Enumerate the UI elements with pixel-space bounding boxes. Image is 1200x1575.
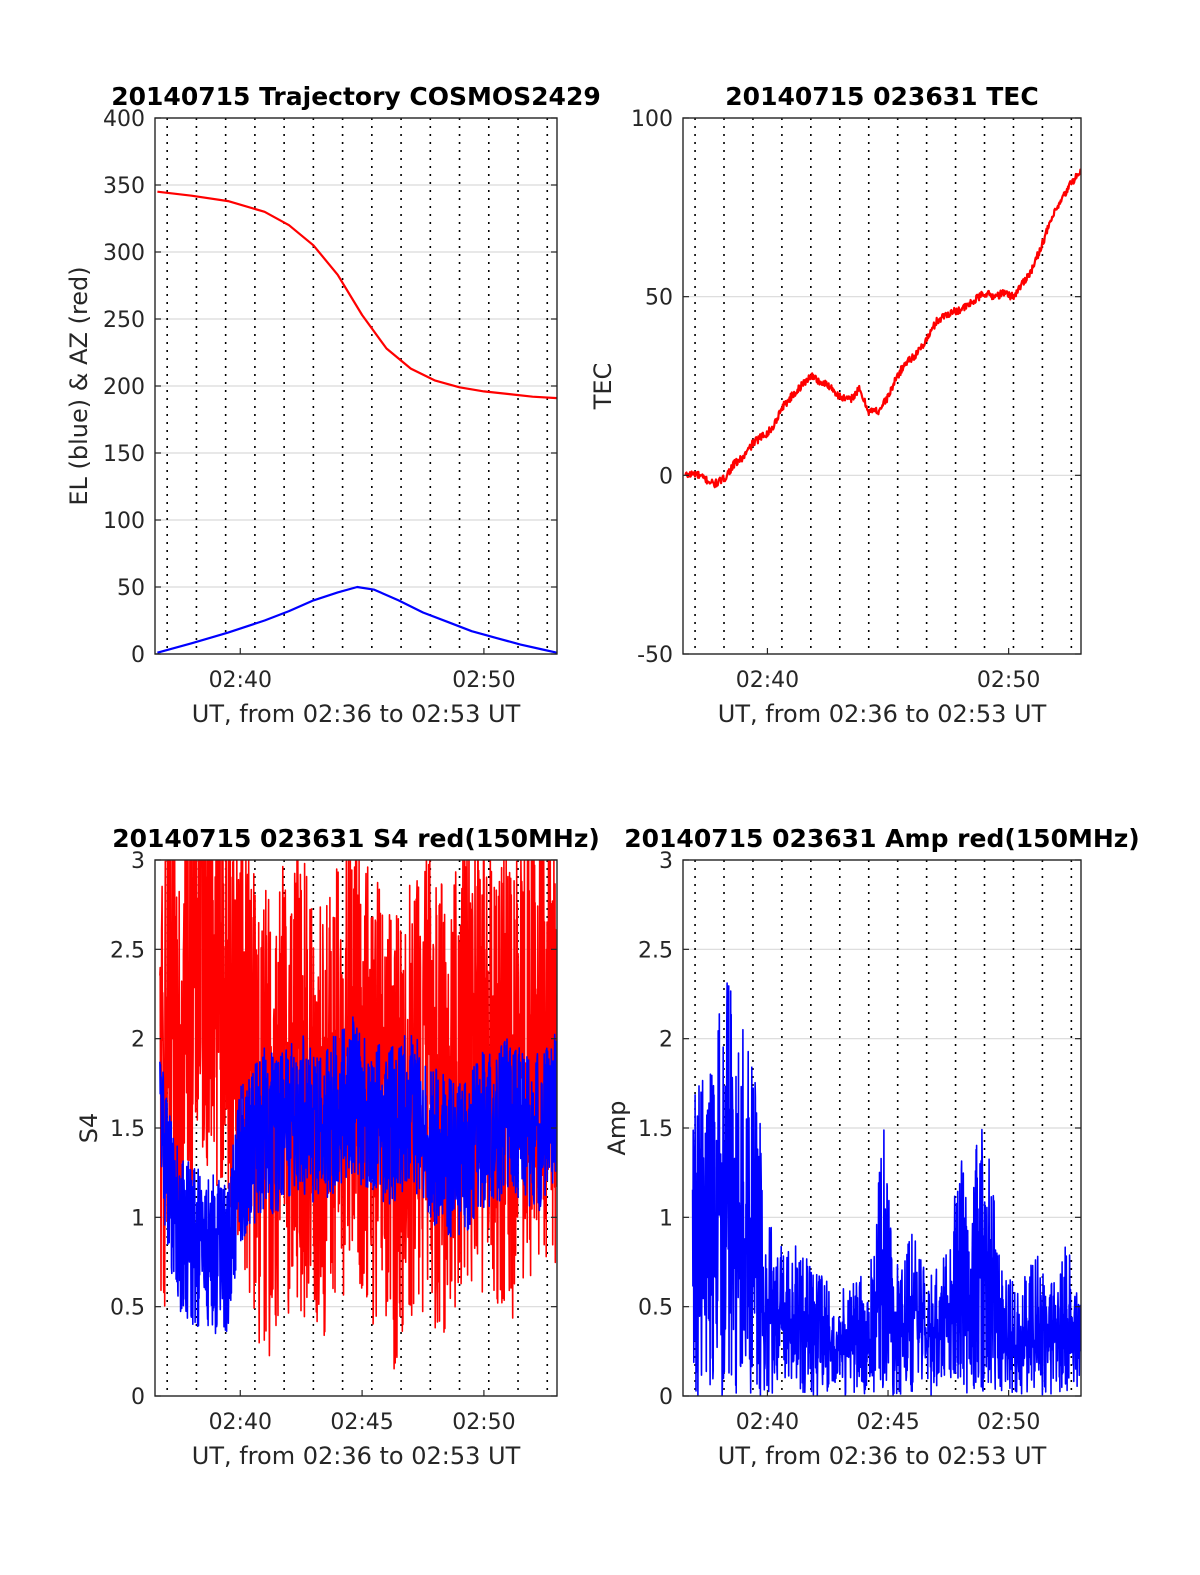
y-tick-label: 0.5 [638, 1296, 673, 1321]
y-tick-label: 350 [103, 174, 145, 199]
y-tick-label: 300 [103, 241, 145, 266]
x-axis-label: UT, from 02:36 to 02:53 UT [192, 700, 521, 728]
y-tick-label: 1.5 [638, 1117, 673, 1142]
x-axis-label: UT, from 02:36 to 02:53 UT [718, 1442, 1047, 1470]
chart-title: 20140715 023631 S4 red(150MHz) [112, 824, 600, 853]
x-tick-label: 02:45 [856, 1410, 919, 1435]
x-tick-label: 02:40 [209, 1410, 272, 1435]
y-tick-label: 0 [131, 643, 145, 668]
x-tick-label: 02:50 [977, 1410, 1040, 1435]
y-axis-label: Amp [603, 1100, 631, 1155]
y-axis-label: TEC [589, 363, 617, 411]
x-tick-label: 02:40 [736, 668, 799, 693]
y-tick-label: 2.5 [638, 938, 673, 963]
x-tick-label: 02:50 [452, 668, 515, 693]
y-tick-label: 0 [131, 1385, 145, 1410]
y-tick-label: 100 [103, 509, 145, 534]
chart-title: 20140715 Trajectory COSMOS2429 [111, 82, 601, 111]
x-tick-label: 02:45 [330, 1410, 393, 1435]
chart-4: 0 0.5 1 1.5 2 2.5 3 02:40 02:45 02:50 20140715 023… [603, 824, 1140, 1470]
y-tick-label: -50 [637, 643, 673, 668]
x-tick-label: 02:40 [736, 1410, 799, 1435]
y-tick-label: 250 [103, 308, 145, 333]
y-tick-label: 400 [103, 107, 145, 132]
y-tick-label: 1 [659, 1206, 673, 1231]
chart-title: 20140715 023631 TEC [725, 82, 1038, 111]
x-tick-label: 02:50 [977, 668, 1040, 693]
y-tick-label: 3 [659, 849, 673, 874]
y-tick-label: 50 [117, 576, 145, 601]
y-tick-label: 1 [131, 1206, 145, 1231]
series-line-red [159, 860, 557, 1370]
series-line-blue [157, 585, 557, 654]
x-axis-label: UT, from 02:36 to 02:53 UT [718, 700, 1047, 728]
y-tick-label: 50 [645, 286, 673, 311]
series-line-red [684, 168, 1081, 489]
x-axis-label: UT, from 02:36 to 02:53 UT [192, 1442, 521, 1470]
y-axis-label: EL (blue) & AZ (red) [65, 266, 93, 505]
y-tick-label: 3 [131, 849, 145, 874]
axes-box [682, 117, 1082, 655]
y-tick-label: 1.5 [110, 1117, 145, 1142]
series-line-blue [691, 982, 1081, 1396]
series-line-red [157, 190, 557, 400]
y-tick-label: 0 [659, 464, 673, 489]
series-line-blue [159, 1016, 557, 1335]
x-tick-label: 02:40 [209, 668, 272, 693]
y-tick-label: 0.5 [110, 1296, 145, 1321]
x-tick-label: 02:50 [452, 1410, 515, 1435]
chart-1: 0 50 100 150 200 250 300 350 400 02:40 02:50 201407… [65, 82, 601, 728]
y-tick-label: 2.5 [110, 938, 145, 963]
y-tick-label: 0 [659, 1385, 673, 1410]
chart-2: -50 0 50 100 02:40 02:50 20140715 023631 TEC UT… [589, 82, 1082, 728]
chart-3: 0 0.5 1 1.5 2 2.5 3 02:40 02:45 02:50 20140715 023… [75, 824, 600, 1470]
y-tick-label: 100 [631, 107, 673, 132]
y-tick-label: 200 [103, 375, 145, 400]
y-tick-label: 2 [131, 1028, 145, 1053]
y-tick-label: 150 [103, 442, 145, 467]
y-tick-label: 2 [659, 1028, 673, 1053]
chart-title: 20140715 023631 Amp red(150MHz) [624, 824, 1140, 853]
y-axis-label: S4 [75, 1113, 103, 1144]
